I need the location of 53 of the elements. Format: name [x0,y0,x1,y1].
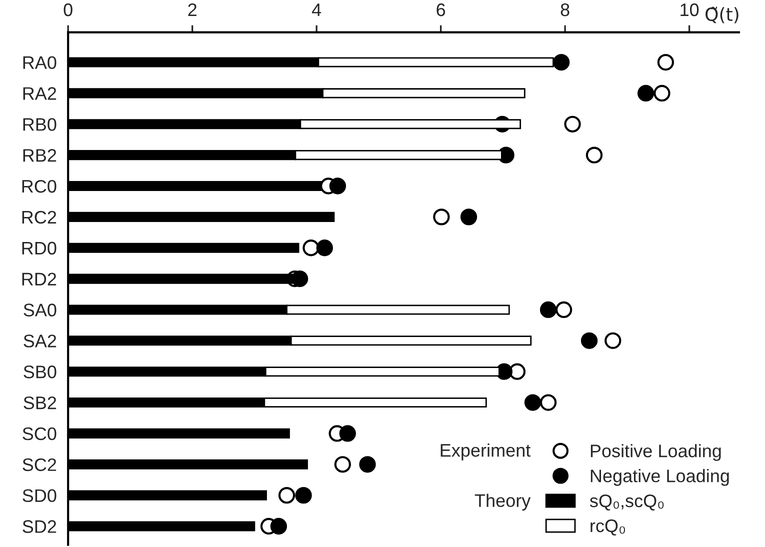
point [291,270,308,288]
legend-label: Positive Loading [590,444,721,461]
y-tick-label: RB2 [23,149,56,162]
legend-label: Negative Loading [590,469,729,486]
point [270,518,288,535]
point [654,84,670,102]
y-tick-label: SD2 [22,520,56,533]
point [580,332,598,349]
y-tick-label: RA0 [23,56,56,69]
legend-label: sQ₀,scQ₀ [590,494,664,510]
point [564,116,581,132]
point [555,301,572,318]
point [552,54,570,71]
point [604,332,622,349]
x-tick-label: 0 [64,3,72,16]
point [295,486,312,504]
x-tick-label: 6 [436,3,446,16]
point [637,84,654,102]
point [433,208,450,226]
y-tick-label: RC0 [22,180,56,193]
point [359,456,376,473]
y-tick-label: SC2 [22,458,56,472]
y-tick-label: SA0 [24,304,56,316]
y-tick-label: SB0 [24,366,56,378]
annotation: Experiment [440,443,531,460]
x-tick-label: 4 [312,4,322,16]
point [316,240,333,256]
y-tick-label: RC2 [22,210,56,224]
y-tick-label: SD0 [22,489,56,502]
point [540,394,557,411]
point [334,456,351,473]
y-tick-label: SB2 [24,396,56,410]
y-tick-label: RA2 [23,87,56,100]
annotation: Theory [474,494,531,511]
point [657,54,674,71]
y-tick-label: RB0 [23,118,56,131]
point [329,178,346,194]
point [586,146,603,164]
point [524,394,542,411]
point [540,301,557,318]
x-axis-title: Q̃(t) [706,6,738,24]
y-tick-label: SC0 [22,427,56,440]
point [278,486,296,504]
y-tick-label: SA2 [24,334,56,348]
x-tick-label: 8 [560,3,570,16]
x-tick-label: 2 [188,3,196,16]
y-tick-label: RD0 [22,242,56,255]
legend-label: rcQ₀ [590,519,626,536]
point [460,208,478,226]
point [339,425,356,442]
y-tick-label: RD2 [22,272,56,286]
point [302,240,320,256]
x-tick-label: 10 [680,3,699,16]
